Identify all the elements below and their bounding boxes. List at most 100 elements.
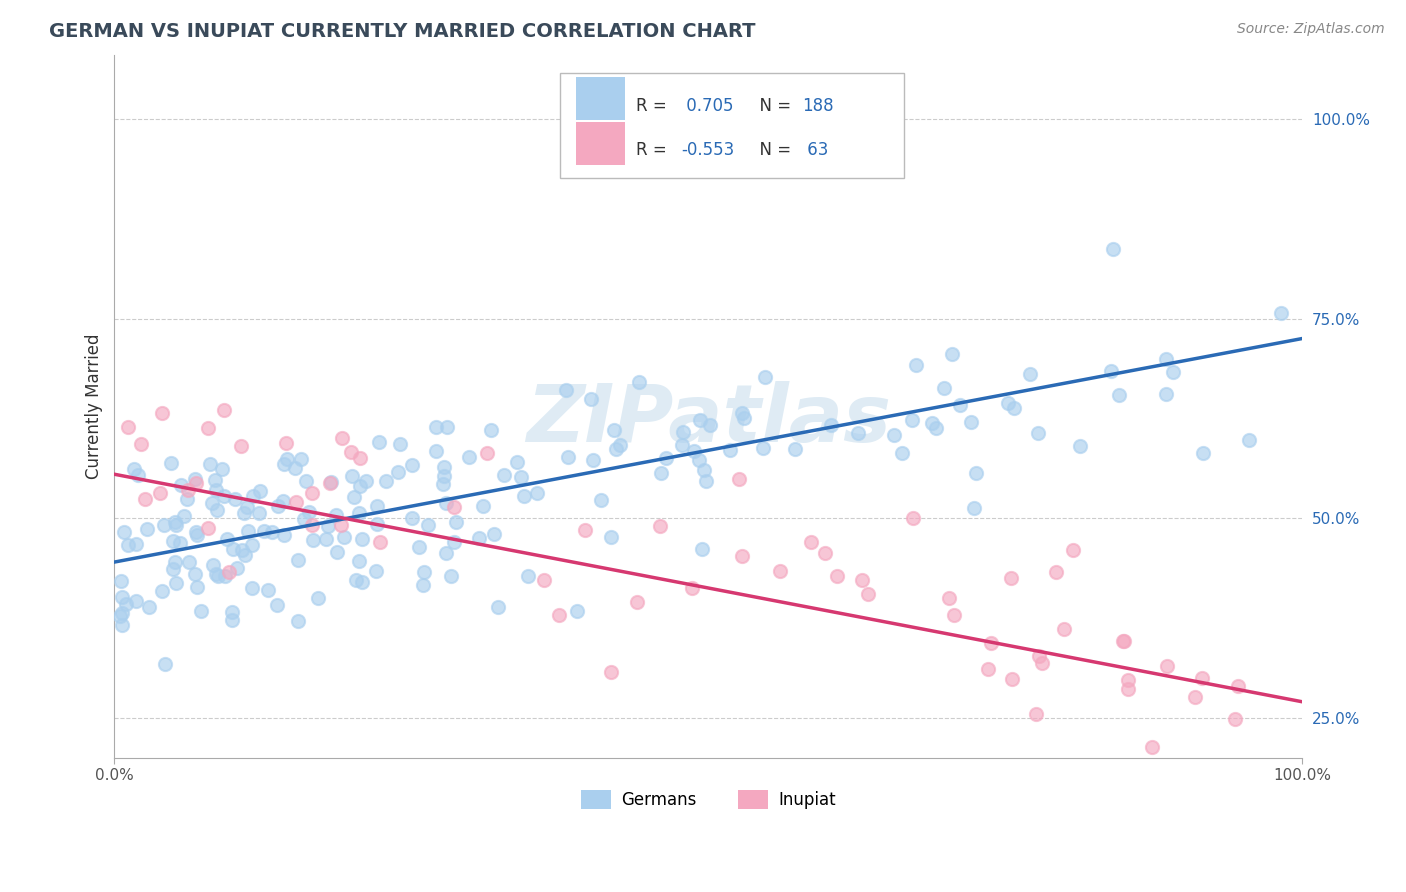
Point [730,549,752,563]
Point [287,614,309,628]
Point [163,555,186,569]
Point [325,545,347,559]
Point [276,452,298,467]
Point [963,500,986,515]
Point [425,444,447,458]
Text: ZIPatlas: ZIPatlas [526,382,891,459]
Point [184,525,207,540]
Point [389,437,412,451]
Point [820,418,842,433]
Point [1019,367,1042,381]
Point [110,574,132,588]
Point [1225,712,1247,726]
Point [482,526,505,541]
Point [626,595,648,609]
Point [1270,306,1292,320]
Point [134,491,156,506]
Point [301,517,323,532]
Point [321,475,343,489]
Point [681,581,703,595]
Point [124,594,146,608]
Point [197,421,219,435]
Point [290,451,312,466]
Point [153,657,176,671]
Point [190,604,212,618]
Point [242,489,264,503]
Point [347,507,370,521]
Point [728,472,751,486]
Point [941,347,963,361]
Point [600,530,623,544]
Point [699,418,721,433]
Point [905,358,928,372]
Point [565,604,588,618]
Point [1191,671,1213,685]
Point [890,446,912,460]
Point [851,573,873,587]
Point [628,375,651,389]
Point [1118,673,1140,687]
Point [401,458,423,472]
Point [434,546,457,560]
Point [364,565,387,579]
Point [1026,425,1049,440]
Point [688,453,710,467]
Point [287,553,309,567]
FancyBboxPatch shape [576,77,626,120]
Point [554,383,576,397]
Point [513,489,536,503]
Point [184,567,207,582]
Point [186,581,208,595]
Point [1099,364,1122,378]
Text: 63: 63 [803,141,828,159]
Point [1045,566,1067,580]
Point [458,450,481,465]
Point [650,518,672,533]
FancyBboxPatch shape [560,73,904,178]
Text: -0.553: -0.553 [681,141,734,159]
Point [197,521,219,535]
Point [297,505,319,519]
Point [671,438,693,452]
Point [256,582,278,597]
Point [443,534,465,549]
Point [368,535,391,549]
Point [650,466,672,480]
Point [150,584,173,599]
Point [218,565,240,579]
Point [432,469,454,483]
Point [129,437,152,451]
Point [938,591,960,606]
Point [605,442,627,457]
Text: GERMAN VS INUPIAT CURRENTLY MARRIED CORRELATION CHART: GERMAN VS INUPIAT CURRENTLY MARRIED CORR… [49,22,755,41]
Point [1154,351,1177,366]
Point [672,425,695,439]
Point [253,524,276,538]
Point [1028,648,1050,663]
Point [959,415,981,429]
Point [266,598,288,612]
Point [374,474,396,488]
Point [510,470,533,484]
Point [547,607,569,622]
Point [517,569,540,583]
Point [1237,433,1260,447]
Point [846,425,869,440]
Point [506,454,529,468]
Point [207,569,229,583]
Point [1053,623,1076,637]
Point [332,530,354,544]
Point [965,466,987,480]
Point [318,475,340,490]
Point [177,483,200,497]
Point [117,419,139,434]
Point [367,435,389,450]
Point [111,617,134,632]
Text: R =: R = [636,141,672,159]
Point [273,457,295,471]
Point [354,474,377,488]
Point [599,665,621,679]
Point [785,442,807,456]
Point [224,491,246,506]
Point [432,477,454,491]
